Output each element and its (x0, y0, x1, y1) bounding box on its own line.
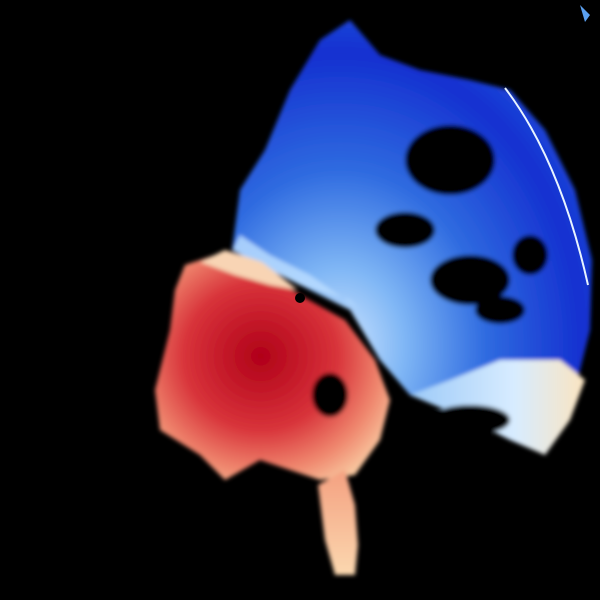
lower-right-region (410, 360, 585, 455)
near-zero-band (232, 235, 380, 330)
inbound-velocity-region (155, 255, 390, 480)
southern-tail (318, 470, 358, 575)
radar-site (295, 293, 305, 303)
echo-field (155, 20, 592, 575)
gap (430, 405, 510, 435)
transition-wedge (200, 250, 298, 290)
range-edge (504, 87, 589, 286)
gap (512, 235, 548, 275)
gap (375, 212, 435, 248)
gap (475, 296, 525, 324)
corner-fragment (580, 5, 590, 22)
gap (312, 373, 348, 417)
gap (405, 125, 495, 195)
gap (430, 255, 510, 305)
